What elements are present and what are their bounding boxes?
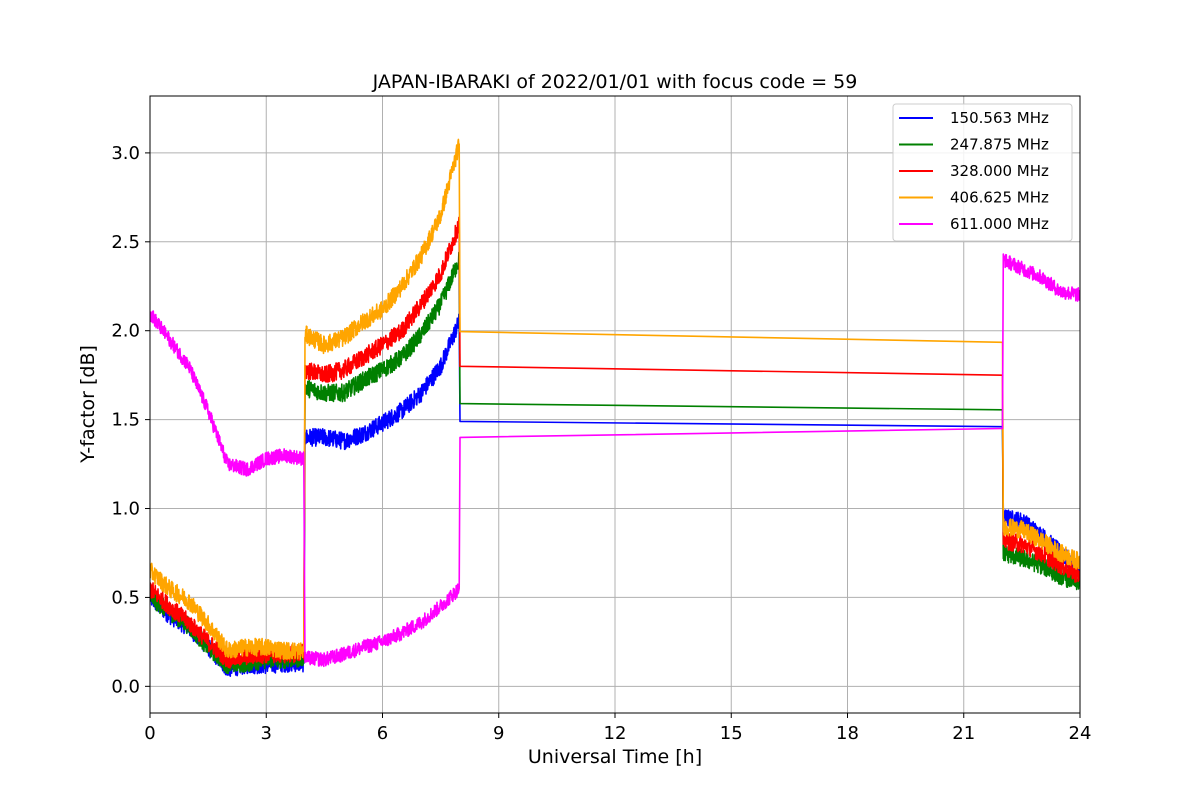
y-tick-label: 1.0 [111, 499, 140, 520]
y-tick-label: 1.5 [111, 410, 140, 431]
legend-entry-label: 611.000 MHz [950, 215, 1049, 233]
y-tick-label: 2.5 [111, 232, 140, 253]
legend: 150.563 MHz 247.875 MHz 328.000 MHz 406.625… [892, 103, 1073, 242]
x-tick-label: 24 [1069, 723, 1092, 744]
x-tick-label: 21 [952, 723, 975, 744]
x-axis-label: Universal Time [h] [528, 746, 702, 768]
legend-entry-label: 247.875 MHz [950, 136, 1049, 154]
series-line-3 [150, 216, 1080, 669]
tick-layer: 0 3 6 9 12 15 18 21 24 0.0 0.5 1.0 1.5 2.0 2.5 3.0 [111, 143, 1091, 744]
x-tick-label: 12 [604, 723, 627, 744]
x-tick-label: 0 [144, 723, 155, 744]
x-tick-label: 18 [836, 723, 859, 744]
legend-entry-label: 150.563 MHz [950, 109, 1049, 127]
x-tick-label: 6 [377, 723, 388, 744]
x-tick-label: 3 [261, 723, 272, 744]
series-line-4 [150, 138, 1080, 660]
y-axis-label: Y-factor [dB] [77, 345, 99, 464]
legend-entry-label: 406.625 MHz [950, 189, 1049, 207]
chart-title: JAPAN-IBARAKI of 2022/01/01 with focus c… [372, 71, 858, 93]
x-tick-label: 15 [720, 723, 743, 744]
legend-entry-label: 328.000 MHz [950, 162, 1049, 180]
legend-box [892, 103, 1073, 242]
y-tick-label: 2.0 [111, 321, 140, 342]
x-tick-label: 9 [493, 723, 504, 744]
series-line-2 [150, 251, 1080, 675]
series-layer [150, 138, 1080, 677]
y-tick-label: 3.0 [111, 143, 140, 164]
y-tick-label: 0.5 [111, 587, 140, 608]
series-line-5 [150, 253, 1080, 668]
y-tick-label: 0.0 [111, 676, 140, 697]
